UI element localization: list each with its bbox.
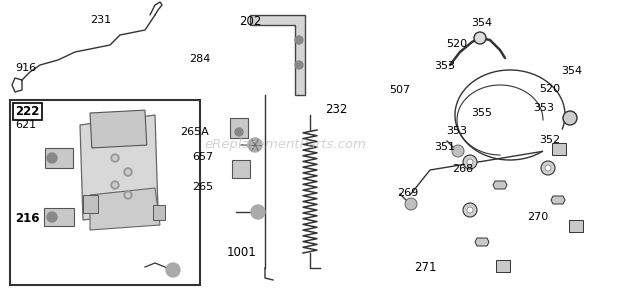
Circle shape — [111, 181, 119, 189]
Text: 216: 216 — [16, 212, 40, 225]
Circle shape — [248, 138, 262, 152]
Text: 268: 268 — [453, 163, 474, 174]
Bar — [552, 143, 566, 155]
Circle shape — [47, 212, 57, 222]
Circle shape — [166, 263, 180, 277]
Text: 232: 232 — [326, 103, 348, 116]
Text: 520: 520 — [446, 39, 467, 49]
Circle shape — [251, 205, 265, 219]
Circle shape — [474, 32, 486, 44]
Bar — [90, 110, 147, 148]
Text: 657: 657 — [192, 151, 213, 162]
Circle shape — [541, 161, 555, 175]
Text: 352: 352 — [539, 135, 560, 145]
Polygon shape — [80, 115, 158, 220]
Text: 284: 284 — [189, 54, 210, 64]
Polygon shape — [250, 15, 305, 95]
Polygon shape — [551, 196, 565, 204]
Circle shape — [467, 207, 473, 213]
Text: 265: 265 — [192, 182, 213, 192]
Circle shape — [405, 198, 417, 210]
Circle shape — [295, 36, 303, 44]
Circle shape — [295, 61, 303, 69]
Text: 351: 351 — [434, 142, 455, 153]
Text: 222: 222 — [15, 105, 40, 118]
Text: eReplacementParts.com: eReplacementParts.com — [204, 138, 366, 151]
Circle shape — [126, 170, 130, 174]
Text: 916: 916 — [16, 63, 37, 73]
Bar — [83, 195, 98, 213]
Bar — [230, 118, 248, 138]
Text: 507: 507 — [389, 85, 410, 95]
Text: 354: 354 — [471, 17, 492, 28]
Text: 231: 231 — [90, 15, 111, 26]
Text: 621: 621 — [16, 120, 37, 130]
Bar — [569, 220, 583, 232]
Text: 353: 353 — [446, 126, 467, 136]
Text: 265A: 265A — [180, 127, 208, 138]
Polygon shape — [493, 181, 507, 189]
Text: 520: 520 — [539, 84, 560, 94]
Bar — [10, 100, 200, 285]
Circle shape — [467, 159, 473, 165]
Polygon shape — [90, 188, 160, 230]
Text: 269: 269 — [397, 188, 418, 198]
Text: 353: 353 — [533, 103, 554, 113]
Bar — [45, 148, 73, 168]
Text: 1001: 1001 — [226, 246, 256, 259]
Text: 271: 271 — [414, 261, 436, 275]
Circle shape — [463, 203, 477, 217]
Circle shape — [113, 183, 117, 187]
Polygon shape — [475, 238, 489, 246]
Text: 354: 354 — [561, 66, 582, 76]
Circle shape — [124, 191, 132, 199]
Circle shape — [124, 168, 132, 176]
Text: 355: 355 — [471, 108, 492, 118]
Bar — [232, 160, 250, 178]
Circle shape — [563, 111, 577, 125]
Text: 270: 270 — [527, 212, 548, 222]
Circle shape — [126, 193, 130, 197]
Text: 353: 353 — [434, 61, 455, 71]
Circle shape — [47, 153, 57, 163]
Circle shape — [463, 155, 477, 169]
Bar — [153, 205, 165, 220]
Circle shape — [111, 154, 119, 162]
Circle shape — [545, 165, 551, 171]
Bar — [496, 260, 510, 272]
Bar — [44, 208, 74, 226]
Circle shape — [235, 128, 243, 136]
Circle shape — [452, 145, 464, 157]
Circle shape — [113, 156, 117, 160]
Text: 202: 202 — [239, 14, 261, 28]
